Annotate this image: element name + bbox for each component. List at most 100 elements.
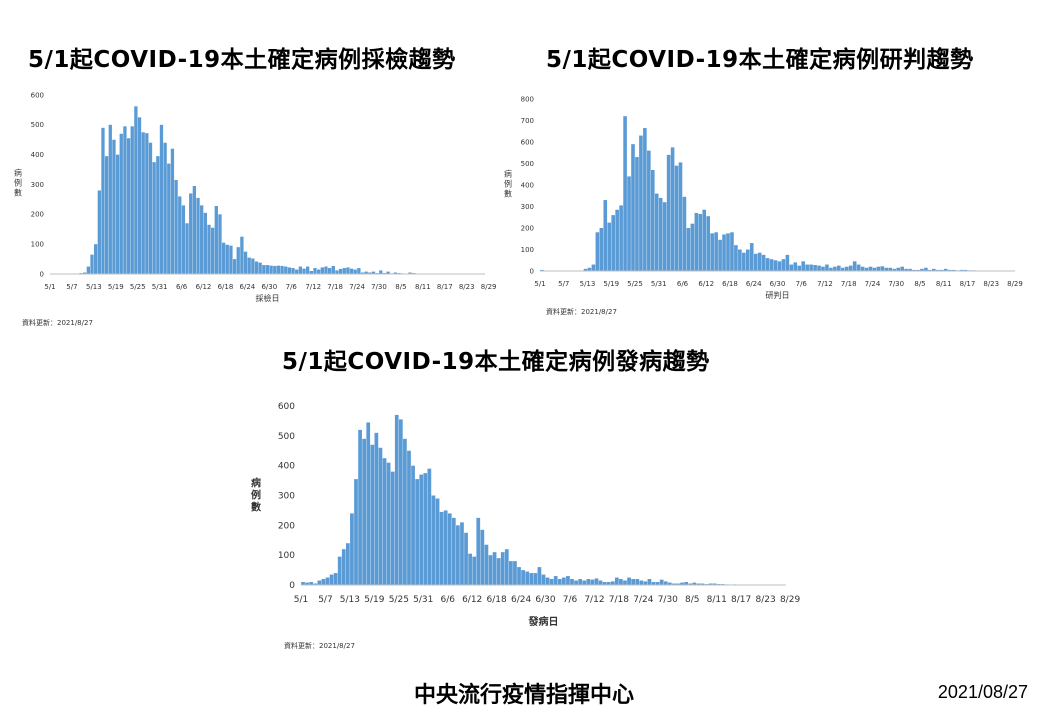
bar [273,265,277,274]
x-tick-label: 8/23 [983,280,999,288]
x-tick-label: 6/12 [462,595,482,605]
bar [591,264,596,271]
chart-1: 0 100 200 300 400 500 600 5/1 5/7 5/13 5/19 5/25 5/3… [14,91,497,303]
bar [829,267,833,272]
bar [398,419,403,585]
bar [97,190,101,274]
bar [663,581,668,585]
x-tick-label: 6/30 [770,280,786,288]
bar [674,165,679,271]
bar [718,239,722,271]
bar [331,265,335,274]
bar [325,577,330,585]
bar [912,269,916,271]
bar [672,583,676,585]
bar [262,265,266,274]
bar [295,269,299,275]
bar [298,266,303,274]
x-tick-label: 6/24 [511,595,531,605]
bar [603,200,608,271]
bar [590,579,595,585]
bar [557,579,562,585]
bar [214,205,218,274]
bar [141,132,145,274]
x-tick-label: 8/5 [685,595,699,605]
y-tick-label: 300 [278,492,295,502]
bar [947,269,952,271]
y-tick-label: 400 [278,462,295,472]
bar [753,253,758,271]
y-tick-label: 800 [521,95,534,103]
x-tick-label: 5/13 [580,280,596,288]
x-tick-label: 7/12 [817,280,833,288]
x-tick-label: 7/24 [633,595,653,605]
bar [614,577,619,585]
bar [163,142,167,274]
bar [386,462,391,585]
x-tick-label: 8/17 [731,595,751,605]
bar [765,258,770,271]
y-tick-label: 700 [521,117,534,125]
x-tick-label: 7/12 [584,595,604,605]
y-tick-label: 600 [278,402,295,412]
x-tick-label: 6/18 [487,595,507,605]
bar [781,259,786,272]
y-tick-label: 100 [278,551,295,561]
bar [611,215,616,271]
bar [635,579,640,585]
bar [682,196,687,271]
bar [553,576,558,585]
x-tick-label: 6/18 [722,280,738,288]
bar [647,579,652,585]
bar [317,580,322,586]
bar [309,582,314,585]
bar [313,583,318,585]
bar [415,479,419,585]
x-tick-label: 8/11 [415,283,431,291]
x-tick-label: 5/31 [651,280,667,288]
x-tick-label: 8/11 [936,280,952,288]
bar [650,169,655,271]
x-tick-label: 8/11 [707,595,727,605]
bar [338,268,343,274]
bar [232,259,237,274]
bar [710,233,714,272]
bar [480,529,485,585]
bars [540,116,984,272]
source-note-2: 資料更新：2021/8/27 [546,308,617,316]
bar [174,180,178,274]
y-tick-label: 0 [530,267,534,275]
bar [587,267,592,272]
bar [920,268,924,271]
bar [394,414,399,585]
bar [667,582,672,585]
bar [159,124,164,274]
x-tick-label: 7/6 [563,595,578,605]
bar [284,266,288,274]
bar [357,268,361,274]
footer-date: 2021/08/27 [937,682,1028,702]
bar [468,553,472,585]
bar [876,266,881,271]
bar [341,549,346,585]
bar [189,193,193,274]
bar [411,465,415,585]
y-tick-label: 400 [521,181,534,189]
y-tick-label: 100 [31,241,44,249]
bar [203,212,207,274]
bar [698,214,703,272]
chart-1-title: 5/1起COVID-19本土確定病例採檢趨勢 [28,47,456,73]
bar [192,185,197,274]
bar [833,266,837,271]
bar [840,267,845,272]
bar [864,267,869,272]
bar [374,432,379,585]
bar [148,142,153,274]
x-axis-label: 研判日 [766,290,790,300]
bar [393,272,398,274]
bar [435,498,440,585]
bar [928,269,932,271]
bar [651,582,656,585]
bar [130,126,134,274]
bar [607,222,612,272]
